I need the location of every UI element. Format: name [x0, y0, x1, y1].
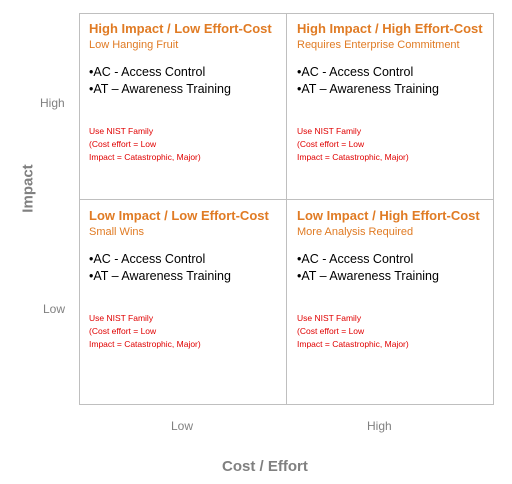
list-item: •AT – Awareness Training [297, 82, 439, 96]
quadrant-items: •AC - Access Control •AT – Awareness Tra… [297, 251, 497, 285]
y-axis-title: Impact [19, 164, 37, 213]
list-item: •AT – Awareness Training [89, 269, 231, 283]
note-line: (Cost effort = Low [297, 326, 365, 336]
quadrant-note: Use NIST Family (Cost effort = Low Impac… [89, 125, 289, 164]
y-tick-low: Low [43, 302, 66, 316]
quadrant-subtitle: More Analysis Required [297, 226, 414, 238]
list-item: •AC - Access Control [89, 252, 206, 266]
x-tick-high: High [367, 419, 392, 433]
note-line: Use NIST Family [89, 126, 154, 136]
quadrant-title: High Impact / High Effort-Cost [297, 21, 483, 36]
quadrant-high-impact-high-effort: High Impact / High Effort-Cost Requires … [297, 21, 497, 164]
quadrant-note: Use NIST Family (Cost effort = Low Impac… [297, 125, 497, 164]
x-axis-title: Cost / Effort [222, 458, 308, 475]
quadrant-note: Use NIST Family (Cost effort = Low Impac… [89, 312, 289, 351]
horizontal-divider [80, 199, 493, 200]
quadrant-items: •AC - Access Control •AT – Awareness Tra… [89, 251, 289, 285]
vertical-divider [286, 14, 287, 404]
matrix-grid: High Impact / Low Effort-Cost Low Hangin… [79, 13, 494, 405]
note-line: Impact = Catastrophic, Major) [89, 152, 201, 162]
note-line: Impact = Catastrophic, Major) [297, 152, 409, 162]
note-line: Use NIST Family [297, 126, 362, 136]
quadrant-items: •AC - Access Control •AT – Awareness Tra… [89, 64, 289, 98]
quadrant-subtitle: Low Hanging Fruit [89, 39, 179, 51]
note-line: Use NIST Family [89, 313, 154, 323]
note-line: Impact = Catastrophic, Major) [89, 339, 201, 349]
x-tick-low: Low [171, 419, 194, 433]
quadrant-low-impact-high-effort: Low Impact / High Effort-Cost More Analy… [297, 208, 497, 351]
quadrant-items: •AC - Access Control •AT – Awareness Tra… [297, 64, 497, 98]
quadrant-title: Low Impact / High Effort-Cost [297, 208, 480, 223]
list-item: •AT – Awareness Training [297, 269, 439, 283]
list-item: •AC - Access Control [297, 65, 414, 79]
quadrant-title: Low Impact / Low Effort-Cost [89, 208, 269, 223]
quadrant-title: High Impact / Low Effort-Cost [89, 21, 272, 36]
note-line: (Cost effort = Low [297, 139, 365, 149]
quadrant-subtitle: Requires Enterprise Commitment [297, 39, 460, 51]
list-item: •AC - Access Control [297, 252, 414, 266]
note-line: Use NIST Family [297, 313, 362, 323]
quadrant-high-impact-low-effort: High Impact / Low Effort-Cost Low Hangin… [89, 21, 289, 164]
list-item: •AC - Access Control [89, 65, 206, 79]
note-line: (Cost effort = Low [89, 139, 157, 149]
quadrant-subtitle: Small Wins [89, 226, 145, 238]
y-tick-high: High [40, 96, 65, 110]
list-item: •AT – Awareness Training [89, 82, 231, 96]
quadrant-note: Use NIST Family (Cost effort = Low Impac… [297, 312, 497, 351]
quadrant-low-impact-low-effort: Low Impact / Low Effort-Cost Small Wins … [89, 208, 289, 351]
note-line: (Cost effort = Low [89, 326, 157, 336]
note-line: Impact = Catastrophic, Major) [297, 339, 409, 349]
